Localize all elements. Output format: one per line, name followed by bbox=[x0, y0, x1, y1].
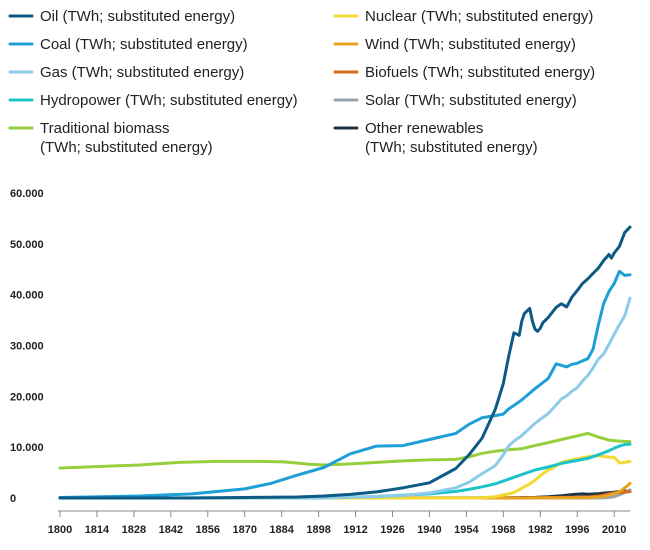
y-tick-label: 10.000 bbox=[10, 442, 44, 454]
x-tick-label: 1800 bbox=[48, 524, 72, 536]
x-tick-label: 1926 bbox=[380, 524, 404, 536]
legend-label-other-renewables-line2: (TWh; substituted energy) bbox=[365, 139, 538, 156]
legend-label-nuclear: Nuclear (TWh; substituted energy) bbox=[365, 8, 593, 25]
y-tick-label: 0 bbox=[10, 493, 16, 505]
series-line-nuclear bbox=[58, 454, 632, 500]
y-tick-label: 30.000 bbox=[10, 341, 44, 353]
x-tick-label: 1940 bbox=[417, 524, 441, 536]
series-line-coal bbox=[58, 269, 632, 499]
y-tick-label: 60.000 bbox=[10, 188, 44, 200]
legend-label-wind: Wind (TWh; substituted energy) bbox=[365, 36, 576, 53]
x-tick-label: 1912 bbox=[343, 524, 367, 536]
legend-label-hydropower: Hydropower (TWh; substituted energy) bbox=[40, 92, 298, 109]
x-tick-label: 1954 bbox=[454, 524, 479, 536]
series-line-wind bbox=[58, 481, 632, 500]
x-tick-label: 1884 bbox=[269, 524, 294, 536]
x-tick-label: 1814 bbox=[85, 524, 110, 536]
chart-legend: Oil (TWh; substituted energy) Nuclear (TW… bbox=[8, 8, 595, 156]
x-tick-label: 1982 bbox=[528, 524, 552, 536]
series-line-traditional-biomass bbox=[58, 431, 632, 470]
x-tick-label: 1828 bbox=[122, 524, 146, 536]
legend-label-gas: Gas (TWh; substituted energy) bbox=[40, 64, 244, 81]
legend-label-other-renewables: Other renewables bbox=[365, 120, 483, 137]
x-tick-label: 1842 bbox=[159, 524, 183, 536]
legend-label-oil: Oil (TWh; substituted energy) bbox=[40, 8, 235, 25]
x-tick-label: 1870 bbox=[232, 524, 256, 536]
y-tick-label: 20.000 bbox=[10, 391, 44, 403]
x-tick-label: 1996 bbox=[565, 524, 589, 536]
x-axis: 1800 1814 1828 1842 1856 1870 1884 1898 1912 1926… bbox=[48, 510, 630, 536]
series-line-oil bbox=[58, 225, 632, 500]
x-tick-label: 2010 bbox=[602, 524, 626, 536]
x-tick-label: 1968 bbox=[491, 524, 515, 536]
y-axis: 0 10.000 20.000 30.000 40.000 50.000 60.000 bbox=[10, 188, 44, 505]
legend-label-coal: Coal (TWh; substituted energy) bbox=[40, 36, 248, 53]
y-tick-label: 50.000 bbox=[10, 239, 44, 251]
legend-label-solar: Solar (TWh; substituted energy) bbox=[365, 92, 577, 109]
series-line-hydropower bbox=[58, 442, 632, 500]
data-series bbox=[58, 225, 632, 500]
x-tick-label: 1898 bbox=[306, 524, 330, 536]
legend-label-traditional-biomass-line2: (TWh; substituted energy) bbox=[40, 139, 213, 156]
legend-label-biofuels: Biofuels (TWh; substituted energy) bbox=[365, 64, 595, 81]
series-line-gas bbox=[58, 296, 632, 500]
legend-label-traditional-biomass: Traditional biomass bbox=[40, 120, 170, 137]
x-tick-label: 1856 bbox=[196, 524, 220, 536]
y-tick-label: 40.000 bbox=[10, 290, 44, 302]
